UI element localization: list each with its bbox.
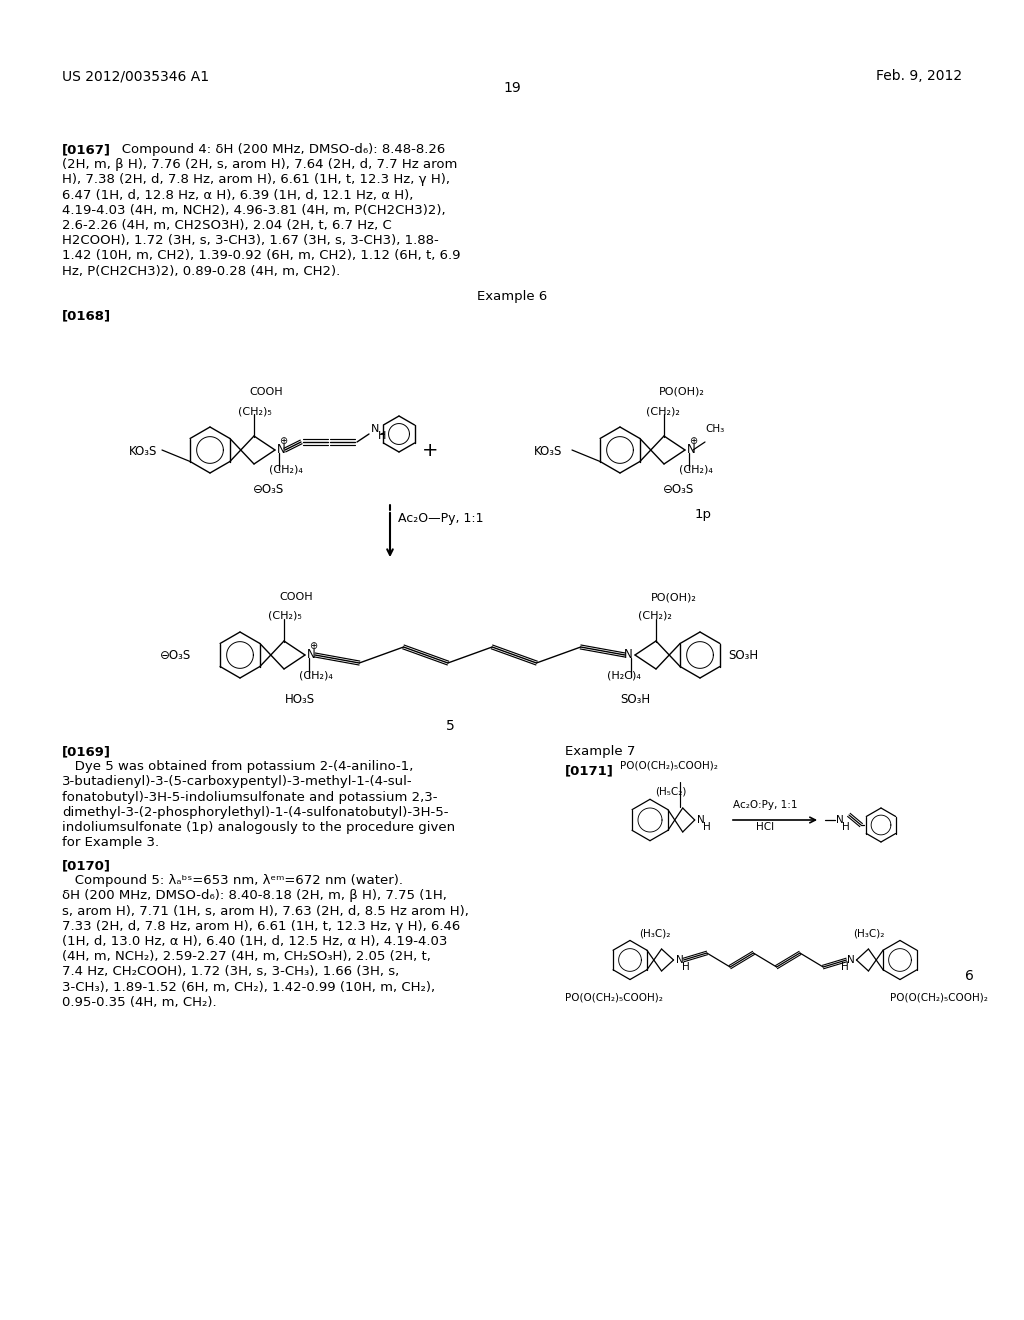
Text: (1H, d, 13.0 Hz, α H), 6.40 (1H, d, 12.5 Hz, α H), 4.19-4.03: (1H, d, 13.0 Hz, α H), 6.40 (1H, d, 12.5… <box>62 935 447 948</box>
Text: [0167]: [0167] <box>62 143 111 156</box>
Text: 7.33 (2H, d, 7.8 Hz, arom H), 6.61 (1H, t, 12.3 Hz, γ H), 6.46: 7.33 (2H, d, 7.8 Hz, arom H), 6.61 (1H, … <box>62 920 460 933</box>
Text: H: H <box>702 822 711 832</box>
Text: N: N <box>836 814 844 825</box>
Text: N: N <box>278 444 286 455</box>
Text: ⊕: ⊕ <box>309 642 317 651</box>
Text: (CH₂)₂: (CH₂)₂ <box>646 407 680 416</box>
Text: dimethyl-3-(2-phosphorylethyl)-1-(4-sulfonatobutyl)-3H-5-: dimethyl-3-(2-phosphorylethyl)-1-(4-sulf… <box>62 805 449 818</box>
Text: 6.47 (1H, d, 12.8 Hz, α H), 6.39 (1H, d, 12.1 Hz, α H),: 6.47 (1H, d, 12.8 Hz, α H), 6.39 (1H, d,… <box>62 189 414 202</box>
Text: 3-butadienyl)-3-(5-carboxypentyl)-3-methyl-1-(4-sul-: 3-butadienyl)-3-(5-carboxypentyl)-3-meth… <box>62 775 413 788</box>
Text: [0170]: [0170] <box>62 859 111 873</box>
Text: H: H <box>841 962 849 972</box>
Text: s, arom H), 7.71 (1H, s, arom H), 7.63 (2H, d, 8.5 Hz arom H),: s, arom H), 7.71 (1H, s, arom H), 7.63 (… <box>62 904 469 917</box>
Text: HCl: HCl <box>756 822 774 832</box>
Text: fonatobutyl)-3H-5-indoliumsulfonate and potassium 2,3-: fonatobutyl)-3H-5-indoliumsulfonate and … <box>62 791 437 804</box>
Text: N: N <box>687 444 695 455</box>
Text: COOH: COOH <box>279 591 312 602</box>
Text: (H₃C)₂: (H₃C)₂ <box>640 928 671 939</box>
Text: Feb. 9, 2012: Feb. 9, 2012 <box>876 69 962 83</box>
Text: (CH₂)₄: (CH₂)₄ <box>299 671 333 681</box>
Text: (CH₂)₄: (CH₂)₄ <box>679 465 713 474</box>
Text: Example 6: Example 6 <box>477 290 547 302</box>
Text: 5: 5 <box>445 719 455 733</box>
Text: [0169]: [0169] <box>62 744 111 758</box>
Text: N: N <box>676 954 683 965</box>
Text: SO₃H: SO₃H <box>728 649 758 663</box>
Text: Example 7: Example 7 <box>565 744 635 758</box>
Text: COOH: COOH <box>249 387 283 397</box>
Text: (CH₂)₄: (CH₂)₄ <box>269 465 303 474</box>
Text: 1.42 (10H, m, CH2), 1.39-0.92 (6H, m, CH2), 1.12 (6H, t, 6.9: 1.42 (10H, m, CH2), 1.39-0.92 (6H, m, CH… <box>62 249 461 263</box>
Text: (H₅C₂): (H₅C₂) <box>654 787 686 797</box>
Text: ⊕: ⊕ <box>689 436 697 446</box>
Text: PO(O(CH₂)₅COOH)₂: PO(O(CH₂)₅COOH)₂ <box>890 993 988 1002</box>
Text: (H₂C)₄: (H₂C)₄ <box>607 671 641 681</box>
Text: ⊖O₃S: ⊖O₃S <box>160 649 191 663</box>
Text: N: N <box>696 814 705 825</box>
Text: +: + <box>422 441 438 459</box>
Text: 0.95-0.35 (4H, m, CH₂).: 0.95-0.35 (4H, m, CH₂). <box>62 995 217 1008</box>
Text: Compound 5: λₐᵇˢ=653 nm, λᵉᵐ=672 nm (water).: Compound 5: λₐᵇˢ=653 nm, λᵉᵐ=672 nm (wat… <box>62 874 403 887</box>
Text: H), 7.38 (2H, d, 7.8 Hz, arom H), 6.61 (1H, t, 12.3 Hz, γ H),: H), 7.38 (2H, d, 7.8 Hz, arom H), 6.61 (… <box>62 173 450 186</box>
Text: H2COOH), 1.72 (3H, s, 3-CH3), 1.67 (3H, s, 3-CH3), 1.88-: H2COOH), 1.72 (3H, s, 3-CH3), 1.67 (3H, … <box>62 234 438 247</box>
Text: HO₃S: HO₃S <box>285 693 315 706</box>
Text: CH₃: CH₃ <box>705 424 724 434</box>
Text: 4.19-4.03 (4H, m, NCH2), 4.96-3.81 (4H, m, P(CH2CH3)2),: 4.19-4.03 (4H, m, NCH2), 4.96-3.81 (4H, … <box>62 203 445 216</box>
Text: SO₃H: SO₃H <box>620 693 650 706</box>
Text: 2.6-2.26 (4H, m, CH2SO3H), 2.04 (2H, t, 6.7 Hz, C: 2.6-2.26 (4H, m, CH2SO3H), 2.04 (2H, t, … <box>62 219 392 232</box>
Text: KO₃S: KO₃S <box>534 445 562 458</box>
Text: for Example 3.: for Example 3. <box>62 836 159 849</box>
Text: KO₃S: KO₃S <box>129 445 158 458</box>
Text: H: H <box>682 962 689 972</box>
Text: PO(OH)₂: PO(OH)₂ <box>659 387 705 397</box>
Text: ⊕: ⊕ <box>279 436 287 446</box>
Text: 1p: 1p <box>695 508 712 521</box>
Text: (CH₂)₅: (CH₂)₅ <box>238 407 271 416</box>
Text: 19: 19 <box>503 81 521 95</box>
Text: ⊖O₃S: ⊖O₃S <box>663 483 694 496</box>
Text: 7.4 Hz, CH₂COOH), 1.72 (3H, s, 3-CH₃), 1.66 (3H, s,: 7.4 Hz, CH₂COOH), 1.72 (3H, s, 3-CH₃), 1… <box>62 965 399 978</box>
Text: N: N <box>307 648 315 661</box>
Text: Hz, P(CH2CH3)2), 0.89-0.28 (4H, m, CH2).: Hz, P(CH2CH3)2), 0.89-0.28 (4H, m, CH2). <box>62 264 340 277</box>
Text: (CH₂)₅: (CH₂)₅ <box>268 611 302 620</box>
Text: (2H, m, β H), 7.76 (2H, s, arom H), 7.64 (2H, d, 7.7 Hz arom: (2H, m, β H), 7.76 (2H, s, arom H), 7.64… <box>62 158 458 172</box>
Text: PO(OH)₂: PO(OH)₂ <box>651 591 697 602</box>
Text: 6: 6 <box>965 969 974 983</box>
Text: 3-CH₃), 1.89-1.52 (6H, m, CH₂), 1.42-0.99 (10H, m, CH₂),: 3-CH₃), 1.89-1.52 (6H, m, CH₂), 1.42-0.9… <box>62 981 435 994</box>
Text: PO(O(CH₂)₅COOH)₂: PO(O(CH₂)₅COOH)₂ <box>565 993 663 1002</box>
Text: (4H, m, NCH₂), 2.59-2.27 (4H, m, CH₂SO₃H), 2.05 (2H, t,: (4H, m, NCH₂), 2.59-2.27 (4H, m, CH₂SO₃H… <box>62 950 431 964</box>
Text: [0168]: [0168] <box>62 309 112 322</box>
Text: (CH₂)₂: (CH₂)₂ <box>638 611 672 620</box>
Text: (H₃C)₂: (H₃C)₂ <box>853 928 885 939</box>
Text: Compound 4: δH (200 MHz, DMSO-d₆): 8.48-8.26: Compound 4: δH (200 MHz, DMSO-d₆): 8.48-… <box>109 143 445 156</box>
Text: Dye 5 was obtained from potassium 2-(4-anilino-1,: Dye 5 was obtained from potassium 2-(4-a… <box>62 760 414 774</box>
Text: H: H <box>842 822 850 832</box>
Text: indoliumsulfonate (1p) analogously to the procedure given: indoliumsulfonate (1p) analogously to th… <box>62 821 455 834</box>
Text: N: N <box>625 648 633 661</box>
Text: Ac₂O—Py, 1:1: Ac₂O—Py, 1:1 <box>398 512 483 525</box>
Text: N: N <box>371 424 379 434</box>
Text: [0171]: [0171] <box>565 764 613 777</box>
Text: N: N <box>847 954 854 965</box>
Text: δH (200 MHz, DMSO-d₆): 8.40-8.18 (2H, m, β H), 7.75 (1H,: δH (200 MHz, DMSO-d₆): 8.40-8.18 (2H, m,… <box>62 890 446 903</box>
Text: Ac₂O:Py, 1:1: Ac₂O:Py, 1:1 <box>733 800 798 810</box>
Text: PO(O(CH₂)₅COOH)₂: PO(O(CH₂)₅COOH)₂ <box>620 760 718 770</box>
Text: ⊖O₃S: ⊖O₃S <box>253 483 285 496</box>
Text: US 2012/0035346 A1: US 2012/0035346 A1 <box>62 69 209 83</box>
Text: H: H <box>378 432 386 441</box>
